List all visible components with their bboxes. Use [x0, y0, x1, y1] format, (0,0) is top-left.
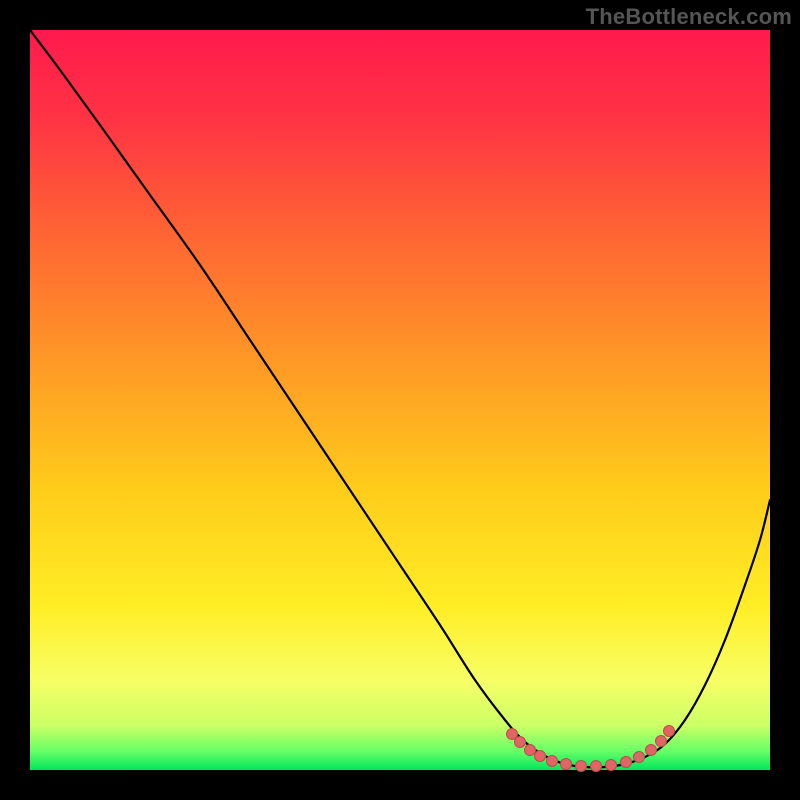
bottom-marker — [525, 745, 536, 756]
bottom-marker — [576, 761, 587, 772]
bottom-marker — [656, 736, 667, 747]
gradient-plot-area — [30, 30, 770, 770]
chart-container: TheBottleneck.com — [0, 0, 800, 800]
bottom-marker — [547, 756, 558, 767]
bottom-marker — [591, 761, 602, 772]
bottom-marker — [535, 751, 546, 762]
watermark-label: TheBottleneck.com — [586, 4, 792, 30]
bottom-marker — [621, 757, 632, 768]
bottleneck-chart — [0, 0, 800, 800]
bottom-marker — [561, 759, 572, 770]
bottom-marker — [664, 726, 675, 737]
bottom-marker — [646, 745, 657, 756]
bottom-marker — [606, 760, 617, 771]
bottom-marker — [515, 737, 526, 748]
bottom-marker — [634, 752, 645, 763]
